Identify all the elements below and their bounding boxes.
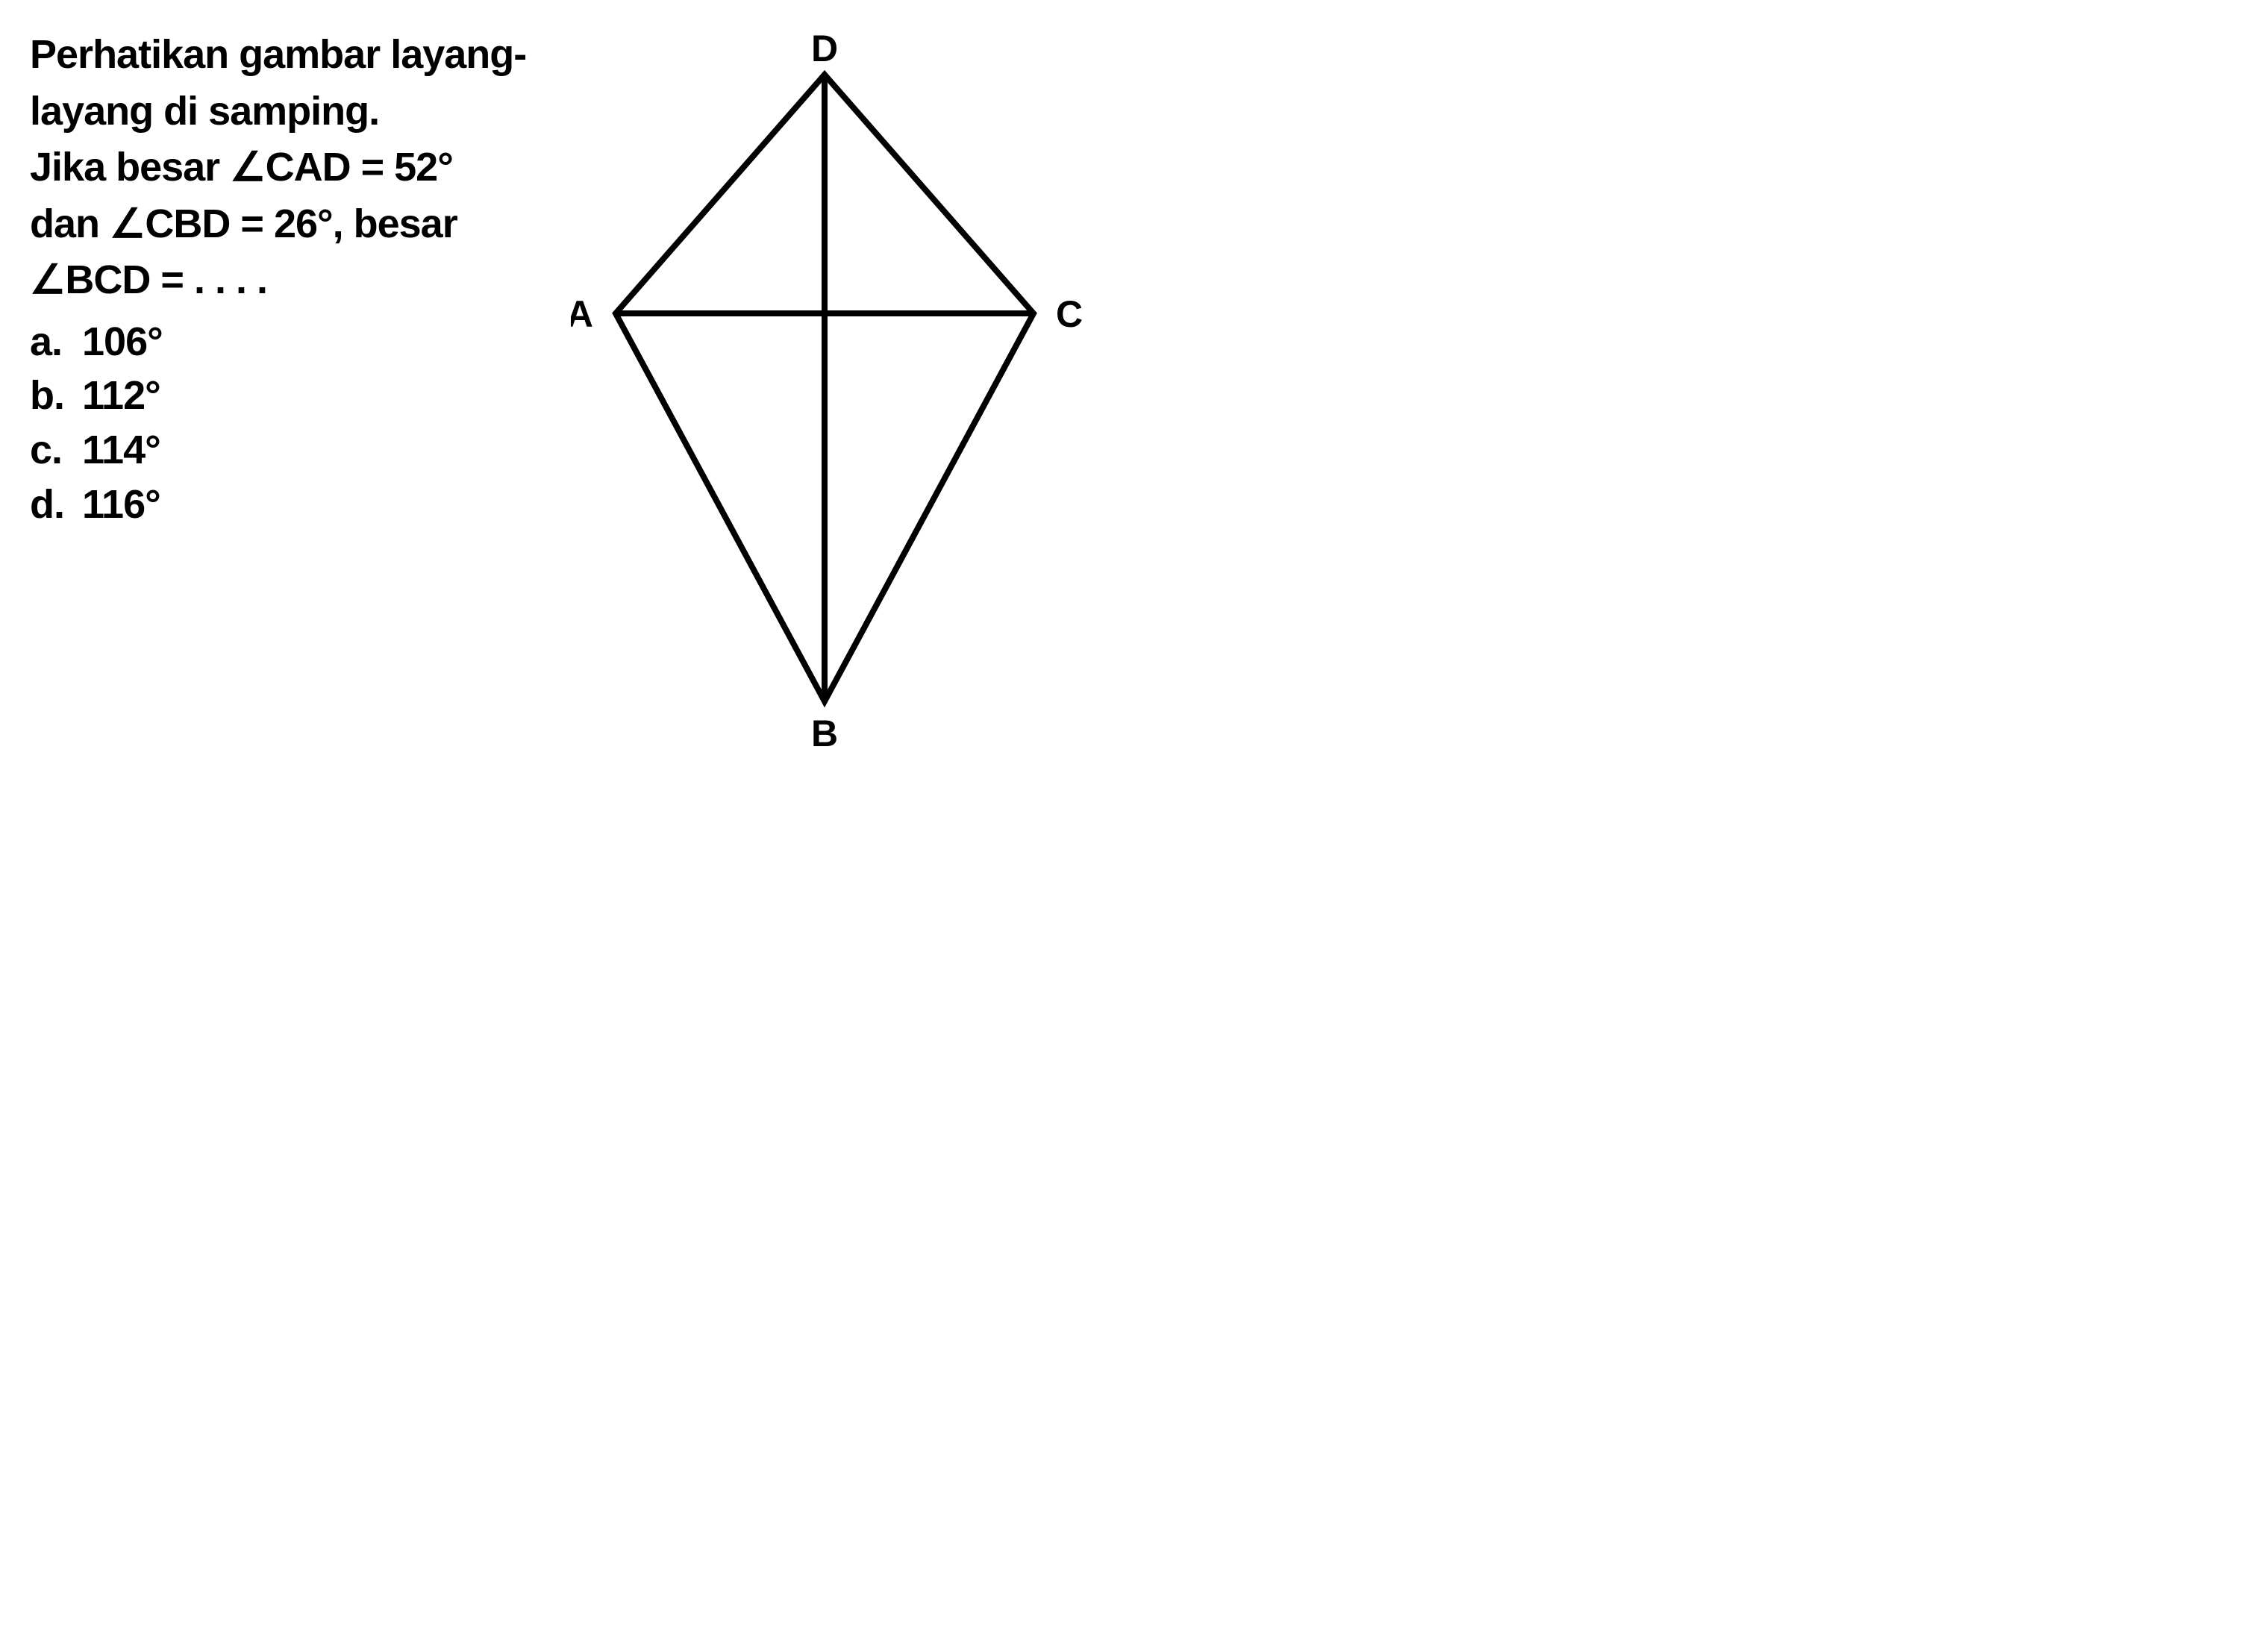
option-d-letter: d. bbox=[30, 478, 82, 532]
options-list: a.106° b.112° c.114° d.116° bbox=[30, 315, 526, 533]
question-line1: Perhatikan gambar layang- bbox=[30, 30, 526, 81]
vertex-label-a: A bbox=[571, 293, 593, 335]
option-b: b.112° bbox=[30, 369, 526, 423]
option-b-letter: b. bbox=[30, 369, 82, 423]
question-line4: dan ∠CBD = 26°, besar bbox=[30, 199, 526, 250]
question-line4-text2: , besar bbox=[333, 201, 457, 246]
question-line3: Jika besar ∠CAD = 52° bbox=[30, 143, 526, 193]
question-line2: layang di samping. bbox=[30, 87, 526, 137]
kite-diagram: D A C B bbox=[571, 30, 1093, 765]
option-c-letter: c. bbox=[30, 423, 82, 478]
question-line4-text1: dan bbox=[30, 201, 110, 246]
kite-svg: D A C B bbox=[571, 30, 1093, 761]
option-c-value: 114° bbox=[82, 428, 160, 472]
vertex-label-c: C bbox=[1056, 293, 1083, 335]
question-line5: ∠BCD = . . . . bbox=[30, 255, 526, 306]
option-d: d.116° bbox=[30, 478, 526, 532]
question-line4-angle: ∠CBD = 26° bbox=[110, 201, 333, 246]
vertex-label-d: D bbox=[811, 30, 838, 69]
question-line3-angle: ∠CAD = 52° bbox=[230, 145, 453, 190]
question-line3-text: Jika besar bbox=[30, 145, 230, 190]
option-a-letter: a. bbox=[30, 315, 82, 369]
vertex-label-b: B bbox=[811, 713, 838, 754]
option-a: a.106° bbox=[30, 315, 526, 369]
option-c: c.114° bbox=[30, 423, 526, 478]
question-content: Perhatikan gambar layang- layang di samp… bbox=[30, 30, 526, 532]
option-b-value: 112° bbox=[82, 373, 160, 418]
option-a-value: 106° bbox=[82, 319, 163, 364]
option-d-value: 116° bbox=[82, 482, 160, 527]
